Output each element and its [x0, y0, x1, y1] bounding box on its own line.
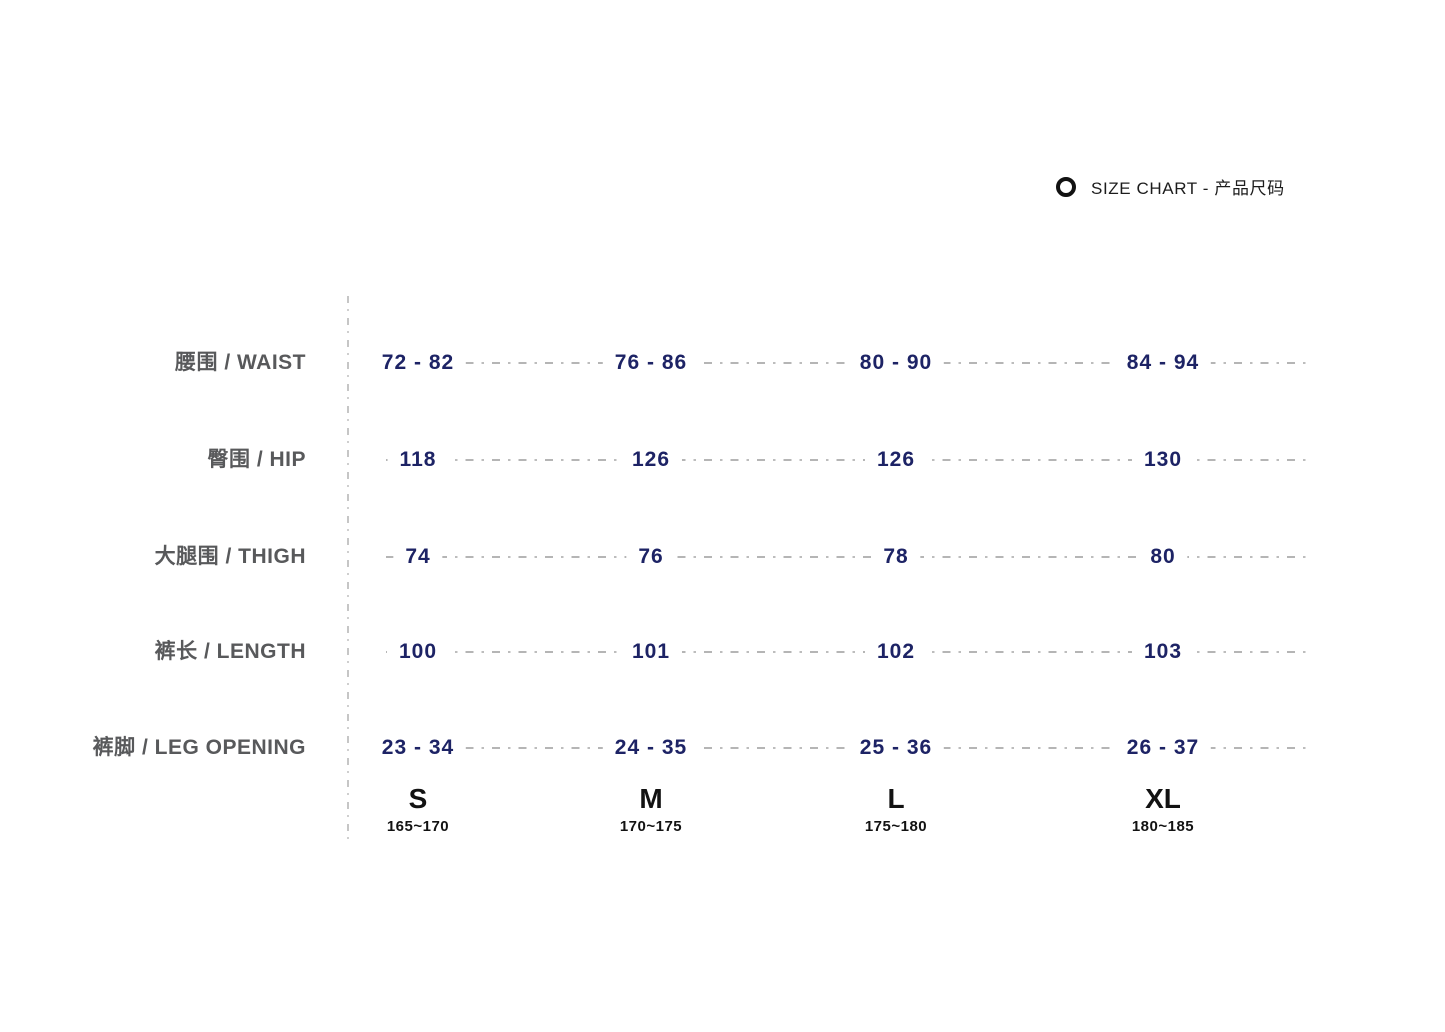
vertical-dashed-divider	[347, 296, 349, 845]
size-row-leg-opening: 裤脚 / LEG OPENING 23 - 34 24 - 35 25 - 36…	[0, 728, 1445, 768]
size-label-m: M	[639, 783, 663, 814]
value-hip-l: 126	[864, 440, 928, 480]
value-thigh-xl: 80	[1138, 537, 1188, 577]
value-hip-s: 118	[387, 440, 449, 480]
size-column-s: S 165~170	[387, 783, 449, 835]
value-length-m: 101	[619, 632, 683, 672]
height-range-xl: 180~185	[1131, 818, 1195, 835]
height-range-m: 170~175	[619, 818, 683, 835]
size-row-hip: 臀围 / HIP 118 126 126 130	[0, 440, 1445, 480]
size-chart-header: SIZE CHART - 产品尺码	[1056, 174, 1285, 199]
value-thigh-m: 76	[626, 537, 676, 577]
size-label-l: L	[887, 783, 905, 814]
value-thigh-l: 78	[871, 537, 921, 577]
size-label-xl: XL	[1145, 783, 1181, 814]
row-dashed-line	[386, 651, 1307, 653]
value-hip-xl: 130	[1131, 440, 1195, 480]
size-columns: S 165~170 M 170~175 L 175~180 XL 180~185	[0, 783, 1445, 845]
row-dashed-line	[386, 747, 1307, 749]
height-range-l: 175~180	[864, 818, 928, 835]
value-length-l: 102	[864, 632, 928, 672]
value-length-xl: 103	[1131, 632, 1195, 672]
size-chart-title: SIZE CHART - 产品尺码	[1091, 179, 1285, 198]
size-row-length: 裤长 / LENGTH 100 101 102 103	[0, 632, 1445, 672]
size-row-thigh: 大腿围 / THIGH 74 76 78 80	[0, 537, 1445, 577]
value-leg-opening-l: 25 - 36	[847, 728, 945, 768]
row-label-length: 裤长 / LENGTH	[154, 640, 306, 663]
value-hip-m: 126	[619, 440, 683, 480]
height-range-s: 165~170	[386, 818, 450, 835]
size-row-waist: 腰围 / WAIST 72 - 82 76 - 86 80 - 90 84 - …	[0, 343, 1445, 383]
row-label-thigh: 大腿围 / THIGH	[154, 545, 306, 568]
value-length-s: 100	[386, 632, 450, 672]
row-label-waist: 腰围 / WAIST	[175, 351, 306, 374]
row-dashed-line	[386, 459, 1307, 461]
size-column-xl: XL 180~185	[1132, 783, 1194, 835]
value-waist-l: 80 - 90	[847, 343, 945, 383]
row-label-hip: 臀围 / HIP	[207, 448, 306, 471]
row-dashed-line	[386, 556, 1307, 558]
size-label-s: S	[408, 783, 428, 814]
value-waist-s: 72 - 82	[369, 343, 467, 383]
value-waist-xl: 84 - 94	[1114, 343, 1212, 383]
value-leg-opening-m: 24 - 35	[602, 728, 700, 768]
size-column-l: L 175~180	[865, 783, 927, 835]
row-dashed-line	[386, 362, 1307, 364]
circle-outline-icon	[1056, 176, 1076, 197]
size-column-m: M 170~175	[620, 783, 682, 835]
row-label-leg-opening: 裤脚 / LEG OPENING	[92, 736, 306, 759]
value-waist-m: 76 - 86	[602, 343, 700, 383]
value-leg-opening-xl: 26 - 37	[1114, 728, 1212, 768]
value-leg-opening-s: 23 - 34	[369, 728, 467, 768]
value-thigh-s: 74	[393, 537, 443, 577]
